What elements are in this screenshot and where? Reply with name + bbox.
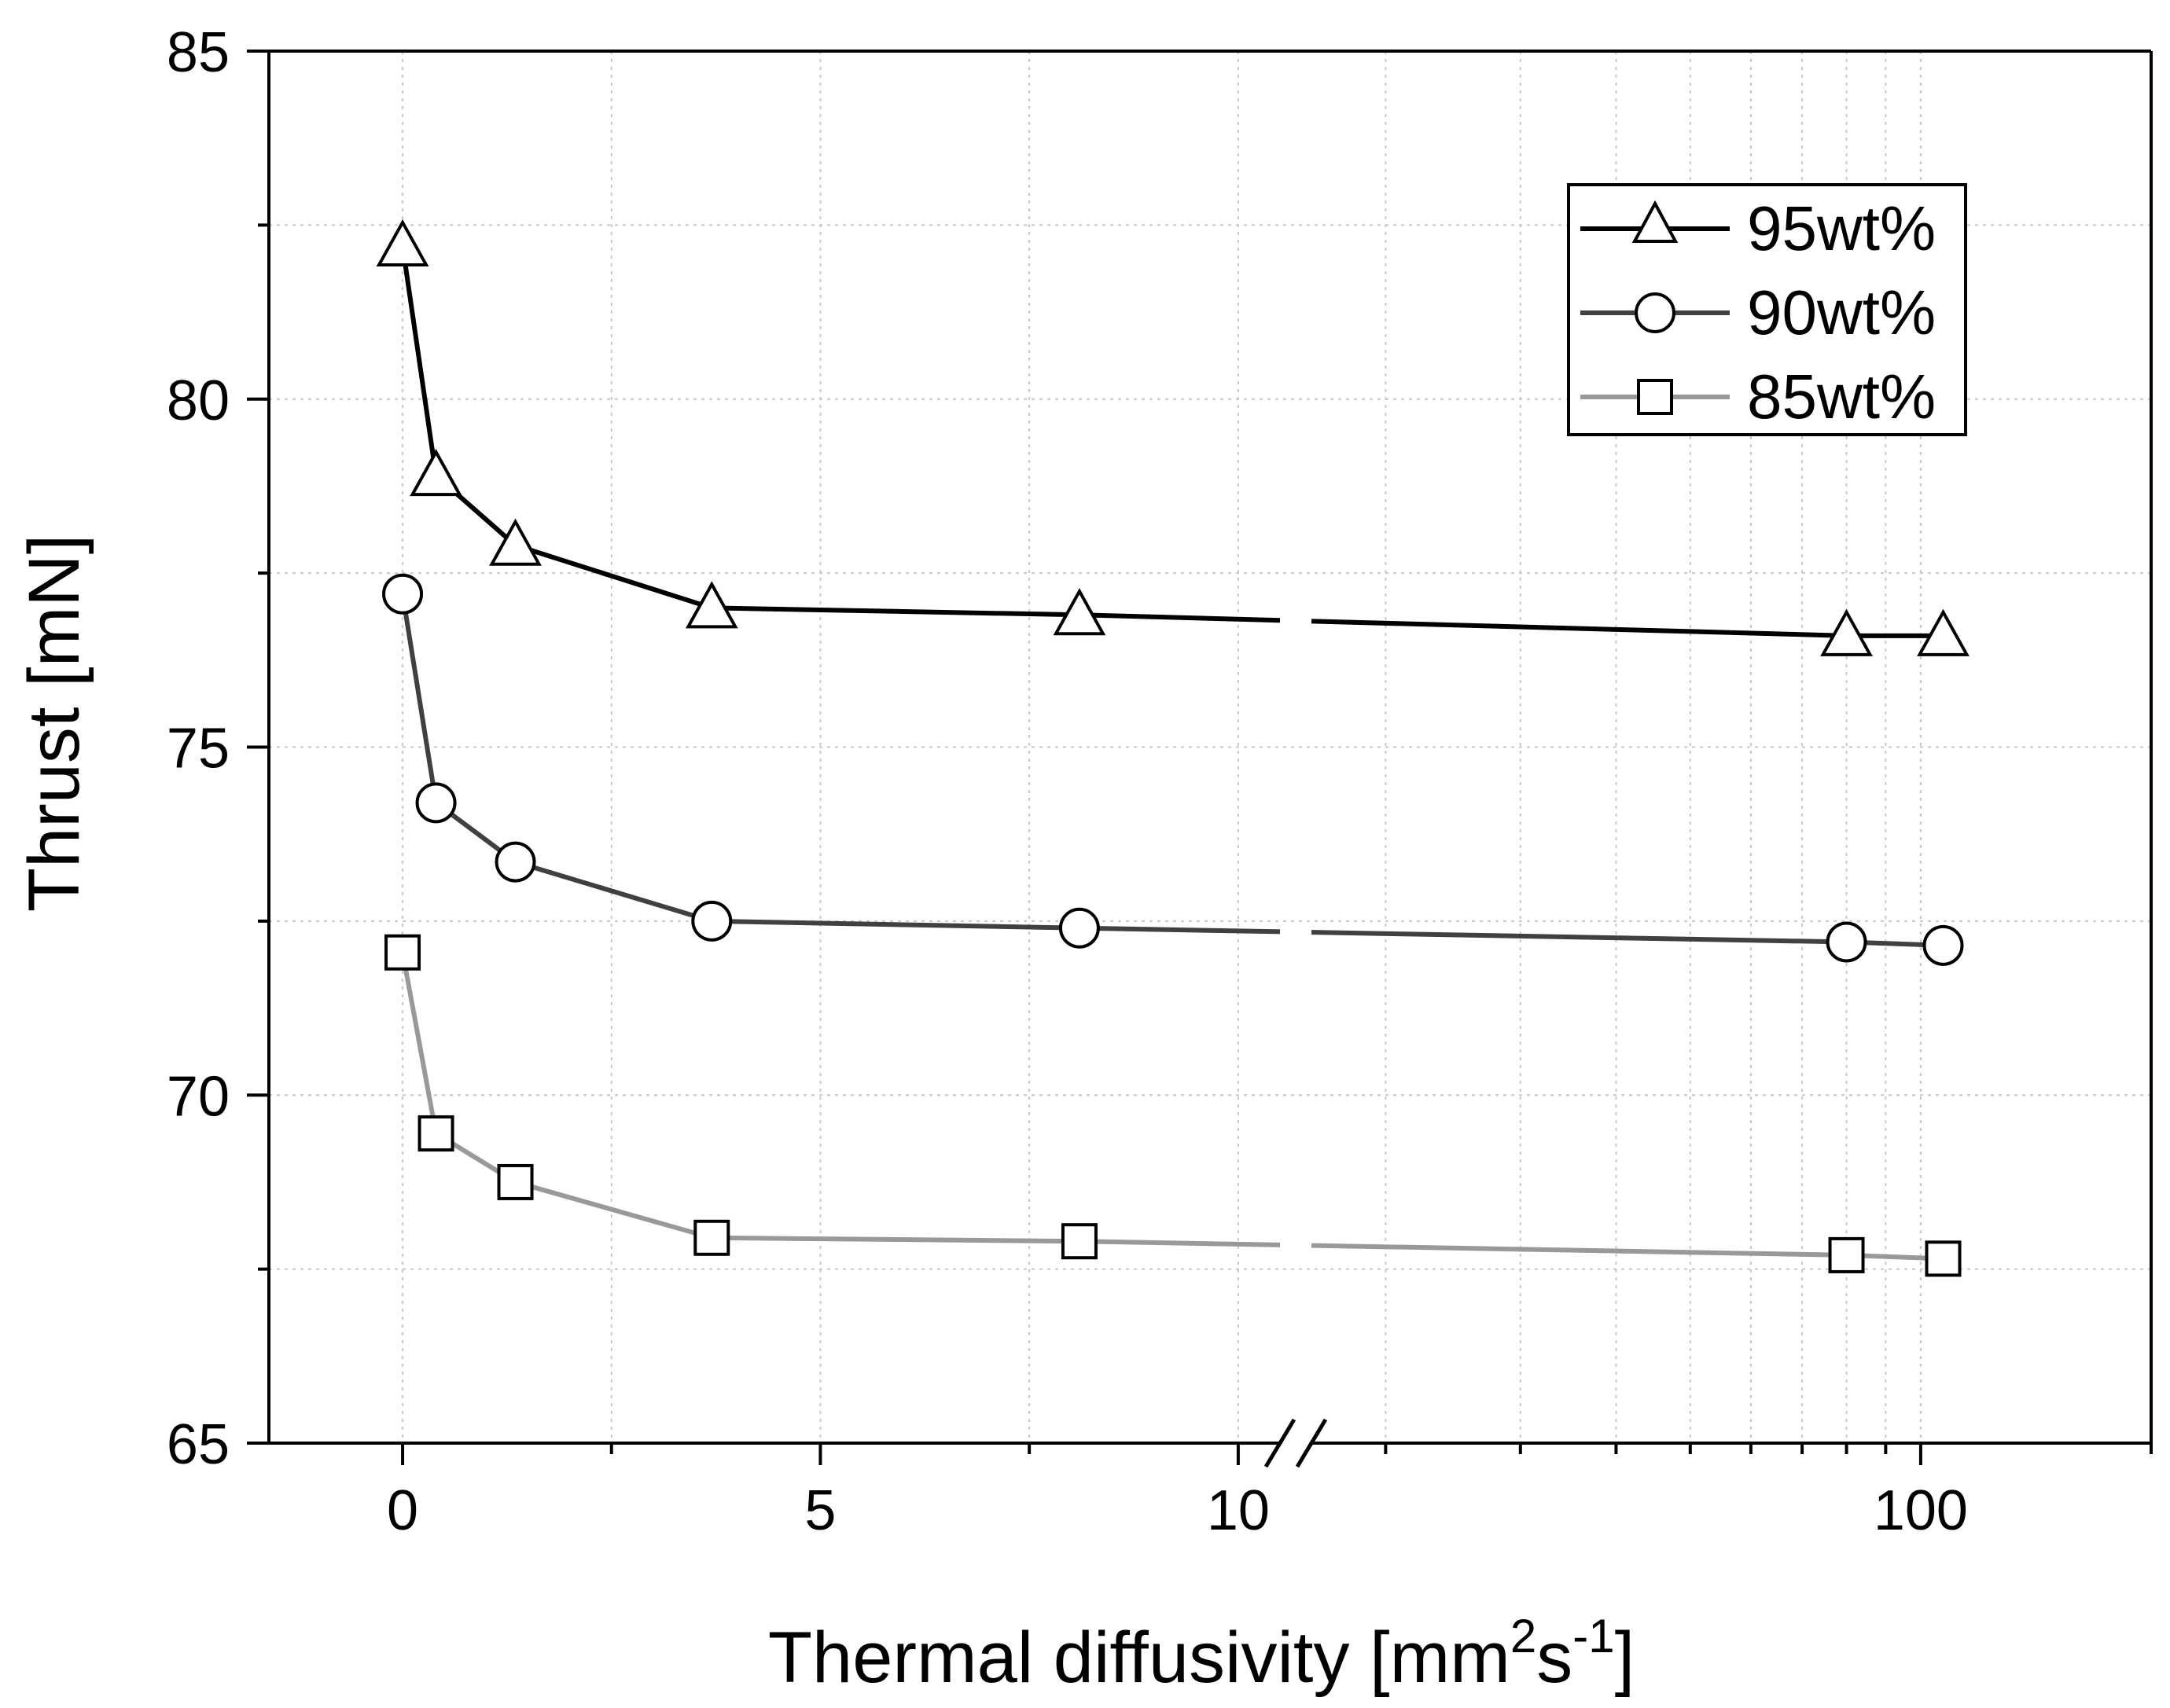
legend-label-85wt: 85wt% bbox=[1747, 362, 1936, 432]
data-point-circle bbox=[1922, 924, 1964, 966]
data-point-circle bbox=[1058, 907, 1100, 949]
data-point-circle bbox=[691, 900, 733, 942]
series-break-gap bbox=[1279, 927, 1312, 938]
series-break-gap bbox=[1279, 615, 1312, 626]
data-point-triangle bbox=[376, 219, 429, 266]
data-point-square bbox=[693, 1219, 730, 1256]
x-axis-title: Thermal diffusivity [mm2s-1] bbox=[768, 1610, 1635, 1698]
data-point-triangle bbox=[410, 449, 462, 497]
series-90wtpct bbox=[382, 573, 1964, 966]
data-point-triangle bbox=[1917, 608, 1970, 656]
legend-square-icon bbox=[1637, 379, 1673, 415]
data-point-circle bbox=[1826, 921, 1867, 963]
data-point-square bbox=[384, 934, 421, 971]
series-break-gap bbox=[1279, 1240, 1312, 1251]
data-point-circle bbox=[382, 573, 424, 615]
data-point-triangle bbox=[1053, 588, 1106, 636]
x-tick-label: 5 bbox=[804, 1479, 836, 1542]
legend-label-90wt: 90wt% bbox=[1747, 277, 1936, 347]
legend-entry-90wt: 90wt% bbox=[1580, 277, 1936, 347]
data-point-triangle bbox=[489, 518, 542, 566]
data-point-triangle bbox=[685, 581, 738, 629]
data-point-circle bbox=[415, 782, 457, 824]
y-axis-ticks: 65 70 75 80 85 bbox=[167, 21, 269, 1476]
legend-entry-95wt: 95wt% bbox=[1580, 193, 1936, 263]
x-axis-ticks: 0 5 10 100 bbox=[387, 1443, 2153, 1542]
legend-circle-icon bbox=[1635, 292, 1675, 333]
series-85wtpct bbox=[384, 934, 1962, 1277]
y-tick-label: 85 bbox=[167, 21, 230, 84]
y-tick-label: 70 bbox=[167, 1065, 230, 1128]
data-point-square bbox=[1061, 1223, 1098, 1260]
data-point-square bbox=[1925, 1240, 1962, 1277]
legend-triangle-icon bbox=[1631, 200, 1679, 243]
data-point-triangle bbox=[1820, 608, 1873, 656]
data-point-circle bbox=[495, 841, 536, 883]
x-tick-label: 0 bbox=[387, 1479, 418, 1542]
data-point-square bbox=[1828, 1236, 1865, 1273]
axis-break-marker bbox=[1263, 1418, 1328, 1468]
axis-break-slash-right bbox=[1295, 1418, 1328, 1468]
y-tick-label: 75 bbox=[167, 718, 230, 781]
y-tick-label: 65 bbox=[167, 1413, 230, 1476]
legend-label-95wt: 95wt% bbox=[1747, 193, 1936, 263]
data-point-square bbox=[497, 1163, 534, 1200]
axis-break-slash-left bbox=[1263, 1418, 1296, 1468]
data-point-square bbox=[417, 1115, 454, 1152]
series-95wtpct bbox=[376, 219, 1970, 656]
legend: 95wt% 90wt% 85wt% bbox=[1567, 183, 1967, 436]
x-tick-label: 10 bbox=[1207, 1479, 1270, 1542]
y-tick-label: 80 bbox=[167, 369, 230, 432]
series-layer bbox=[376, 219, 1970, 1277]
x-tick-label: 100 bbox=[1874, 1479, 1968, 1542]
legend-entry-85wt: 85wt% bbox=[1580, 362, 1936, 432]
y-axis-title: Thrust [mN] bbox=[14, 534, 94, 912]
